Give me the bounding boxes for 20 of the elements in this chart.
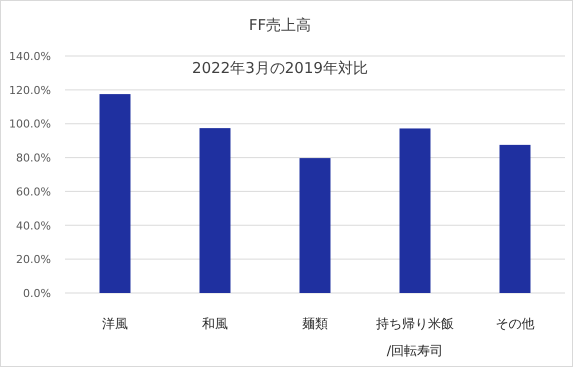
chart-title: FF売上高 [248,16,312,34]
y-tick-label: 40.0% [16,219,51,232]
y-tick-label: 100.0% [9,118,51,131]
x-tick-label: 洋風 [102,317,128,332]
x-tick-label: 持ち帰り米飯 /回転寿司 [376,317,454,359]
bar [200,128,230,293]
y-tick-label: 140.0% [9,50,51,63]
y-tick-label: 0.0% [23,287,51,300]
bar [500,144,530,293]
bar [300,158,330,293]
y-tick-label: 20.0% [16,253,51,266]
bar [100,94,130,293]
x-tick-label: 麺類 [302,317,328,332]
x-tick-label: 和風 [202,317,228,332]
y-tick-label: 80.0% [16,152,51,165]
x-tick-label: その他 [496,317,534,332]
y-tick-label: 60.0% [16,185,51,198]
y-tick-label: 120.0% [9,84,51,97]
bar [400,128,430,293]
chart-subtitle: 2022年3月の2019年対比 [192,59,368,77]
